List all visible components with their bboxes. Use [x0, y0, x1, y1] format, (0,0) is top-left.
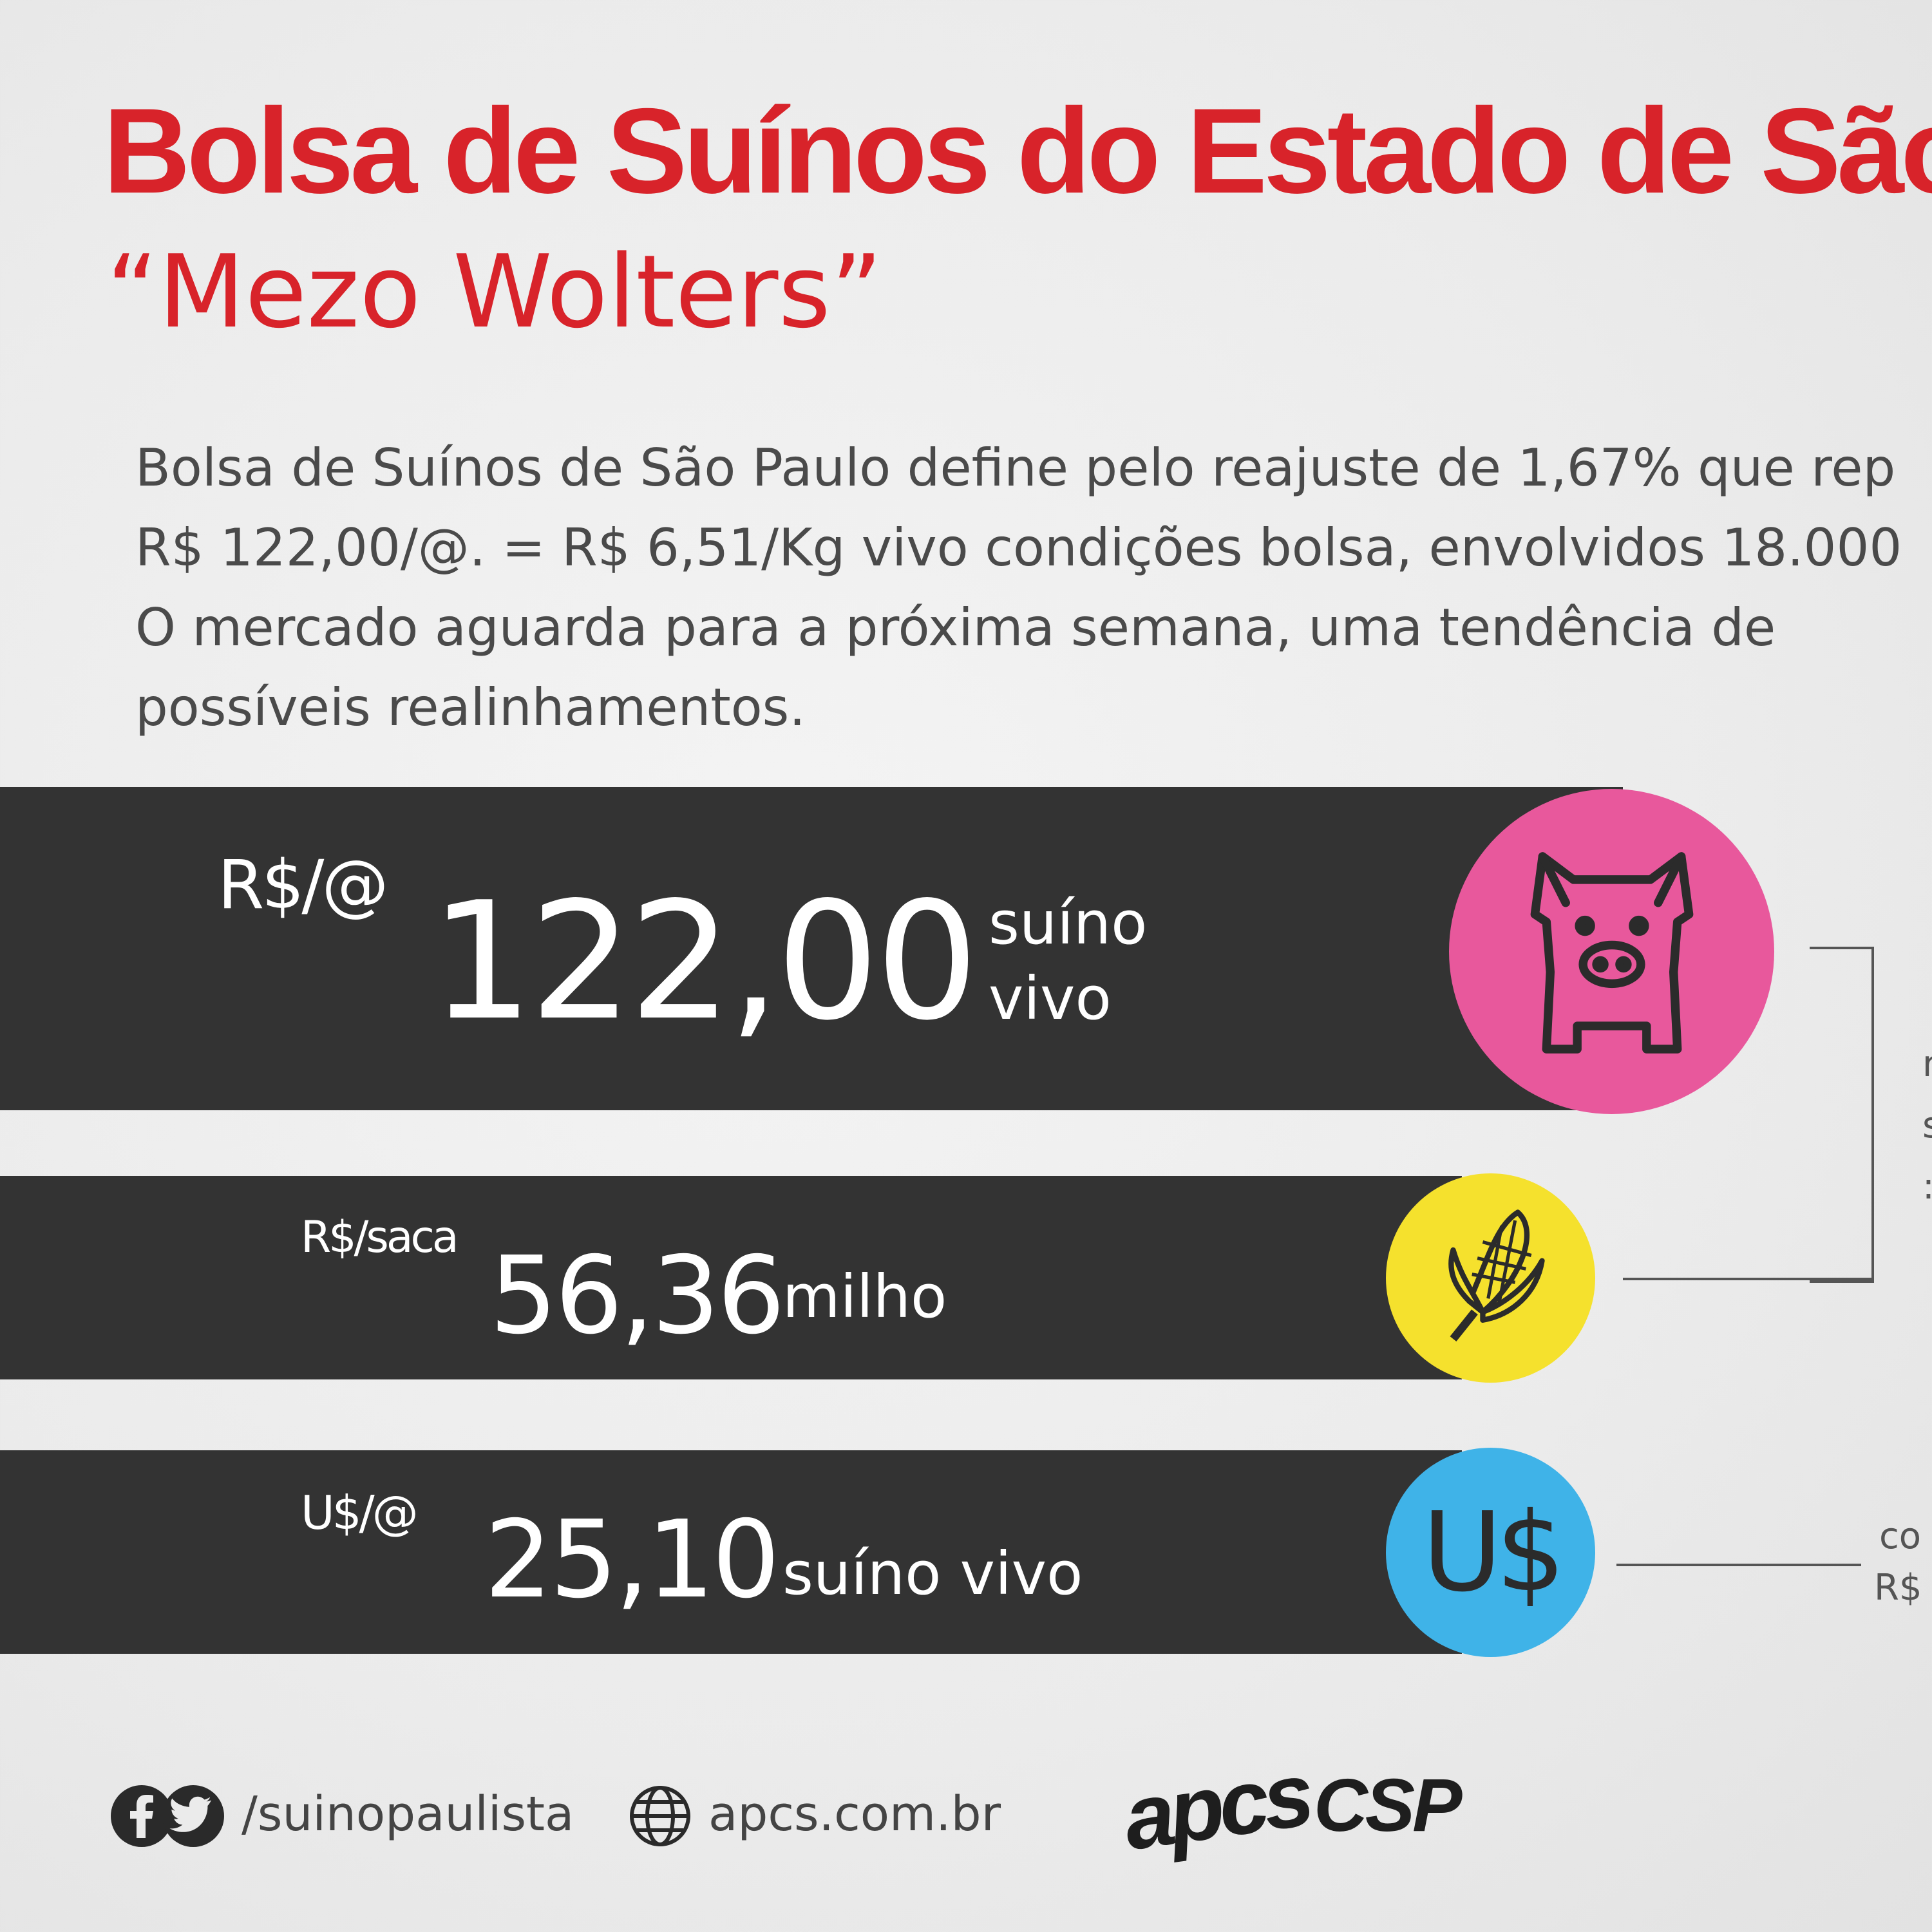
quote-value: 25,10: [484, 1498, 780, 1622]
intro-line: R$ 122,00/@. = R$ 6,51/Kg vivo condições…: [135, 518, 1902, 578]
quote-unit: U$/@: [301, 1486, 419, 1540]
quote-label: milho: [782, 1262, 947, 1331]
quote-unit: R$/saca: [301, 1212, 459, 1263]
facebook-icon[interactable]: [109, 1784, 174, 1848]
connector-line: [1616, 1564, 1861, 1566]
page-subtitle: “Mezo Wolters”: [106, 233, 883, 350]
quote-bar-pig: [0, 787, 1623, 1110]
intro-line: possíveis realinhamentos.: [135, 677, 806, 737]
side-note-cut: co: [1879, 1515, 1922, 1557]
connector-bracket: [1810, 947, 1874, 1283]
intro-line: O mercado aguarda para a próxima semana,…: [135, 598, 1776, 658]
twitter-icon[interactable]: [161, 1784, 225, 1848]
dollar-icon: U$: [1386, 1448, 1595, 1657]
quote-bar-corn: [0, 1176, 1462, 1379]
side-note-cut: R$: [1874, 1567, 1922, 1609]
quote-value: 56,36: [489, 1234, 785, 1358]
dollar-icon-text: U$: [1422, 1488, 1566, 1616]
website-link[interactable]: apcs.com.br: [708, 1786, 1001, 1842]
side-note-cut: r: [1922, 1043, 1932, 1085]
intro-paragraph: Bolsa de Suínos de São Paulo define pelo…: [135, 428, 1902, 748]
globe-icon: [628, 1784, 692, 1848]
page-title: Bolsa de Suínos do Estado de São: [103, 83, 1932, 218]
quote-label: suíno: [989, 889, 1148, 958]
apcs-logo: apcs: [1117, 1743, 1315, 1870]
side-note-cut: :: [1922, 1169, 1932, 1205]
corn-icon: [1386, 1173, 1595, 1383]
csp-logo: CSP: [1314, 1763, 1463, 1847]
quote-label: vivo: [989, 964, 1112, 1033]
quote-value: 122,00: [430, 867, 979, 1056]
quote-bar-dollar: [0, 1450, 1462, 1654]
intro-line: Bolsa de Suínos de São Paulo define pelo…: [135, 438, 1896, 498]
quote-unit: R$/@: [218, 846, 388, 924]
social-handle-link[interactable]: /suinopaulista: [242, 1786, 574, 1842]
quote-label: suíno vivo: [782, 1539, 1083, 1608]
pig-icon: [1449, 789, 1774, 1114]
connector-line: [1623, 1278, 1874, 1280]
side-note-cut: s: [1922, 1104, 1932, 1146]
